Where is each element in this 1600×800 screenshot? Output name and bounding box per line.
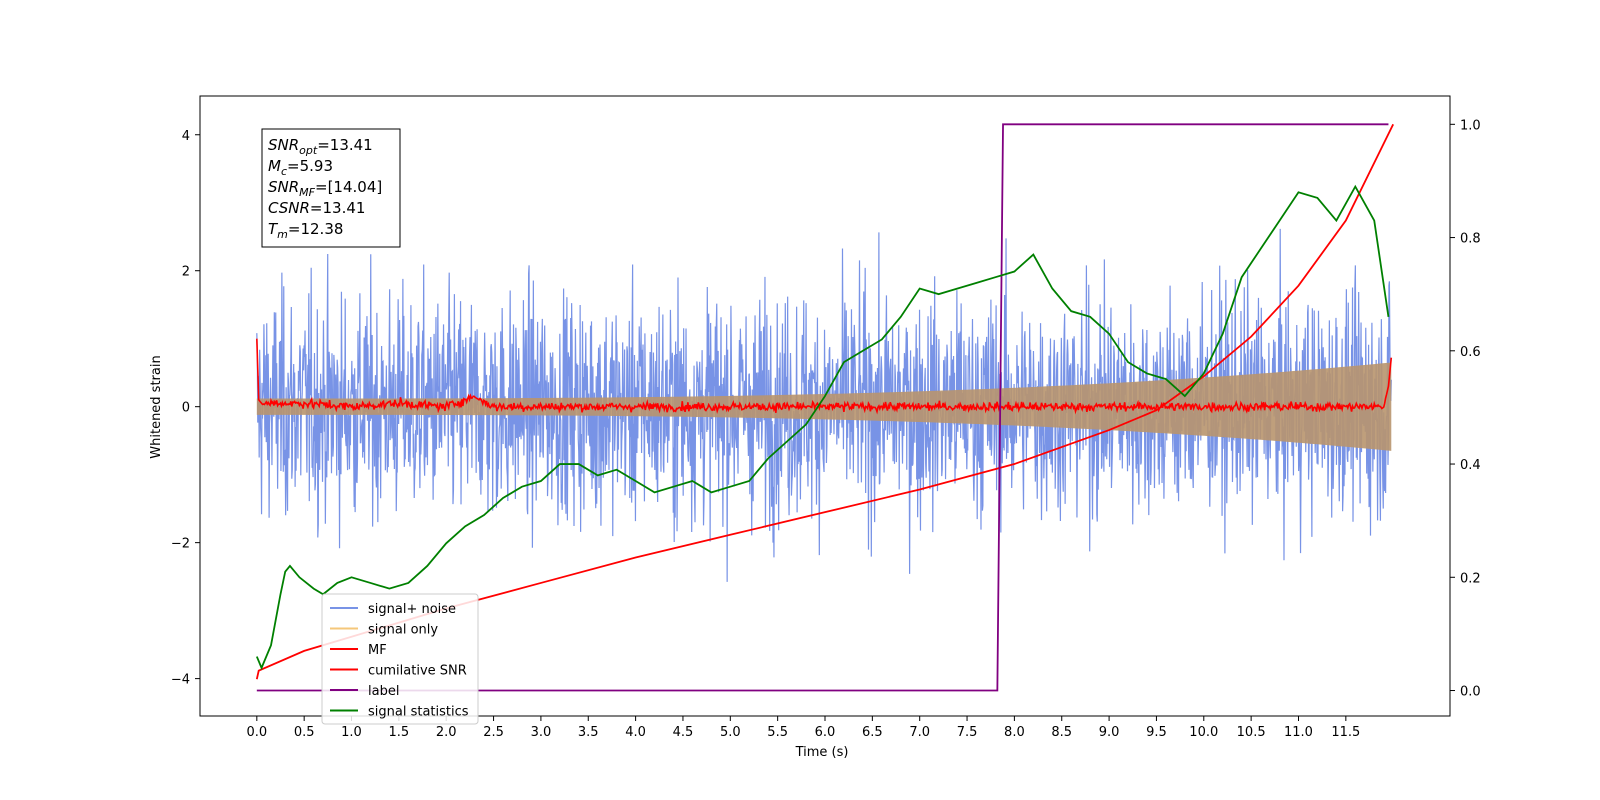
x-tick-label: 0.5 [294, 725, 315, 740]
y-tick-label-right: 1.0 [1460, 118, 1481, 133]
x-tick-label: 9.5 [1146, 725, 1167, 740]
legend-label: label [368, 684, 399, 699]
series-signal-statistics-line [255, 184, 1390, 671]
x-tick-label: 4.5 [673, 725, 694, 740]
annotation-symbol: T [268, 220, 279, 238]
annotation-subscript: m [277, 228, 288, 241]
annotation-symbol: SNR [268, 178, 299, 196]
y-tick-label-right: 0.0 [1460, 685, 1481, 700]
annotation-symbol: M [268, 157, 281, 175]
x-tick-label: 6.0 [815, 725, 836, 740]
x-tick-label: 7.0 [909, 725, 930, 740]
y-axis-label: Whitened strain [149, 355, 164, 458]
x-tick-label: 10.0 [1189, 725, 1218, 740]
legend-frame [321, 593, 479, 725]
annotation-value: =13.41 [317, 136, 373, 154]
annotation-box: SNRopt=13.41Mc=5.93SNRMF=[14.04]CSNR=13.… [261, 128, 401, 248]
annotation-symbol: CSNR [268, 199, 310, 217]
annotation-subscript: MF [299, 186, 315, 199]
y-tick-label-right: 0.4 [1460, 458, 1481, 473]
x-tick-label: 7.5 [957, 725, 978, 740]
legend-label: MF [368, 643, 387, 658]
x-tick-label: 1.5 [389, 725, 410, 740]
x-tick-label: 2.0 [436, 725, 457, 740]
series-signal-noise-line [256, 228, 1392, 582]
legend-label: signal only [368, 623, 438, 638]
series-mf-line [256, 338, 1393, 415]
series-label-line [256, 123, 1389, 692]
y-tick-label-left: 2 [182, 265, 190, 280]
y-tick-label-left: −2 [171, 537, 190, 552]
x-tick-label: 11.5 [1331, 725, 1360, 740]
x-tick-label: 2.5 [483, 725, 504, 740]
annotation-line: SNRMF=[14.04] [268, 178, 382, 199]
x-axis-label: Time (s) [795, 745, 849, 760]
y-tick-label-right: 0.6 [1460, 345, 1481, 360]
annotation-lines: SNRopt=13.41Mc=5.93SNRMF=[14.04]CSNR=13.… [268, 136, 382, 241]
annotation-value: =5.93 [287, 157, 333, 175]
annotation-line: Mc=5.93 [268, 157, 333, 178]
annotation-subscript: c [281, 165, 287, 178]
x-tick-label: 9.0 [1099, 725, 1120, 740]
x-tick-label: 3.5 [578, 725, 599, 740]
x-tick-label: 8.5 [1051, 725, 1072, 740]
y-tick-label-left: 0 [182, 401, 190, 416]
x-tick-label: 0.0 [246, 725, 267, 740]
legend: signal+ noise signal only MF cumilative SNR… [321, 593, 479, 725]
annotation-subscript: opt [299, 144, 318, 157]
x-tick-label: 8.0 [1004, 725, 1025, 740]
y-tick-label-left: 4 [182, 129, 190, 144]
y-tick-label-right: 0.2 [1460, 571, 1481, 586]
legend-items: signal+ noise signal only MF cumilative SNR… [330, 602, 469, 720]
annotation-line: Tm=12.38 [268, 220, 343, 241]
y-tick-label-right: 0.8 [1460, 232, 1481, 247]
y-axis-right: 0.0 0.2 0.4 0.6 0.8 1.0 [1450, 118, 1481, 700]
x-tick-label: 11.0 [1284, 725, 1313, 740]
annotation-line: CSNR=13.41 [268, 199, 365, 217]
annotation-value: =[14.04] [315, 178, 382, 196]
x-tick-label: 5.0 [720, 725, 741, 740]
x-tick-label: 6.5 [862, 725, 883, 740]
x-tick-label: 10.5 [1237, 725, 1266, 740]
x-tick-label: 4.0 [625, 725, 646, 740]
annotation-line: SNRopt=13.41 [268, 136, 373, 157]
annotation-value: =12.38 [288, 220, 344, 238]
x-tick-label: 3.0 [531, 725, 552, 740]
x-axis: 0.0 0.5 1.0 1.5 2.0 2.5 3.0 3.5 4.0 4.5 5.0 5.5 6.0 6… [246, 716, 1360, 740]
legend-label: signal+ noise [368, 602, 456, 617]
annotation-frame [261, 128, 401, 248]
series-signal-only-band [256, 362, 1392, 451]
y-axis-left: −4 −2 0 2 4 [171, 129, 200, 688]
x-tick-label: 1.0 [341, 725, 362, 740]
legend-label: signal statistics [368, 705, 469, 720]
y-tick-label-left: −4 [171, 673, 190, 688]
annotation-symbol: SNR [268, 136, 299, 154]
x-tick-label: 5.5 [767, 725, 788, 740]
legend-label: cumilative SNR [368, 664, 467, 679]
annotation-value: =13.41 [310, 199, 366, 217]
